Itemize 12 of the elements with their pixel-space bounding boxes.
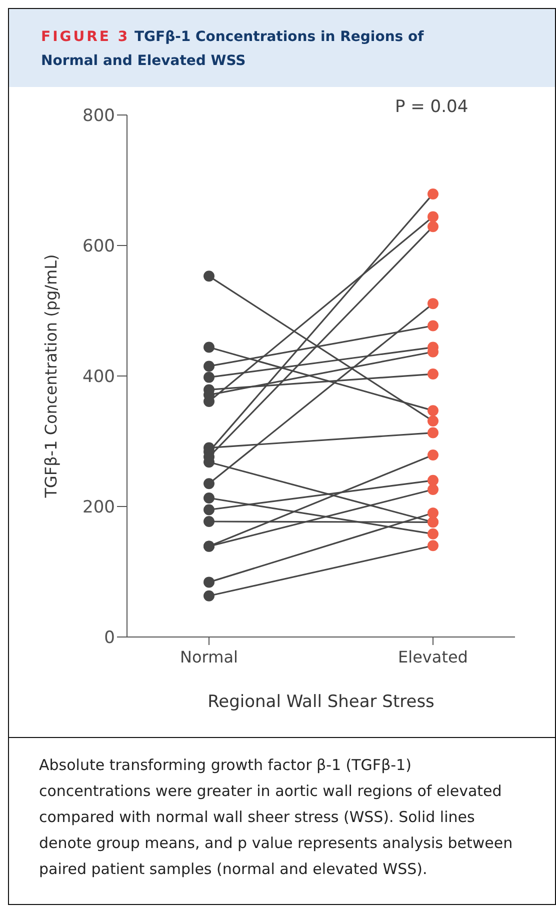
- y-tick-label: 600: [82, 236, 115, 257]
- text: Absolute transforming growth factor β-1 (TGFβ-1) concentrations were greater in aortic wall regions of elevated compared with normal wall sheer stress (WSS). Solid lines denote group means, and p value represents analysis between paired patient samples (normal and elevated WSS).: [9, 737, 555, 904]
- y-tick-label: 0: [104, 628, 115, 648]
- x-tick-label: Elevated: [398, 647, 468, 666]
- x-tick-label: Normal: [180, 647, 238, 666]
- y-tick-label: 200: [82, 498, 115, 518]
- annotation: P = 0.04: [395, 97, 468, 117]
- y-axis-title: TGFβ-1 Concentration (pg/mL): [42, 254, 61, 499]
- y-tick-label: 400: [82, 367, 115, 388]
- chart-title: FIGURE 3 TGFβ-1 Concentrations in Regions of Normal and Elevated WSS: [41, 29, 424, 69]
- x-axis-title: Regional Wall Shear Stress: [208, 692, 435, 712]
- y-tick-label: 800: [82, 106, 115, 126]
